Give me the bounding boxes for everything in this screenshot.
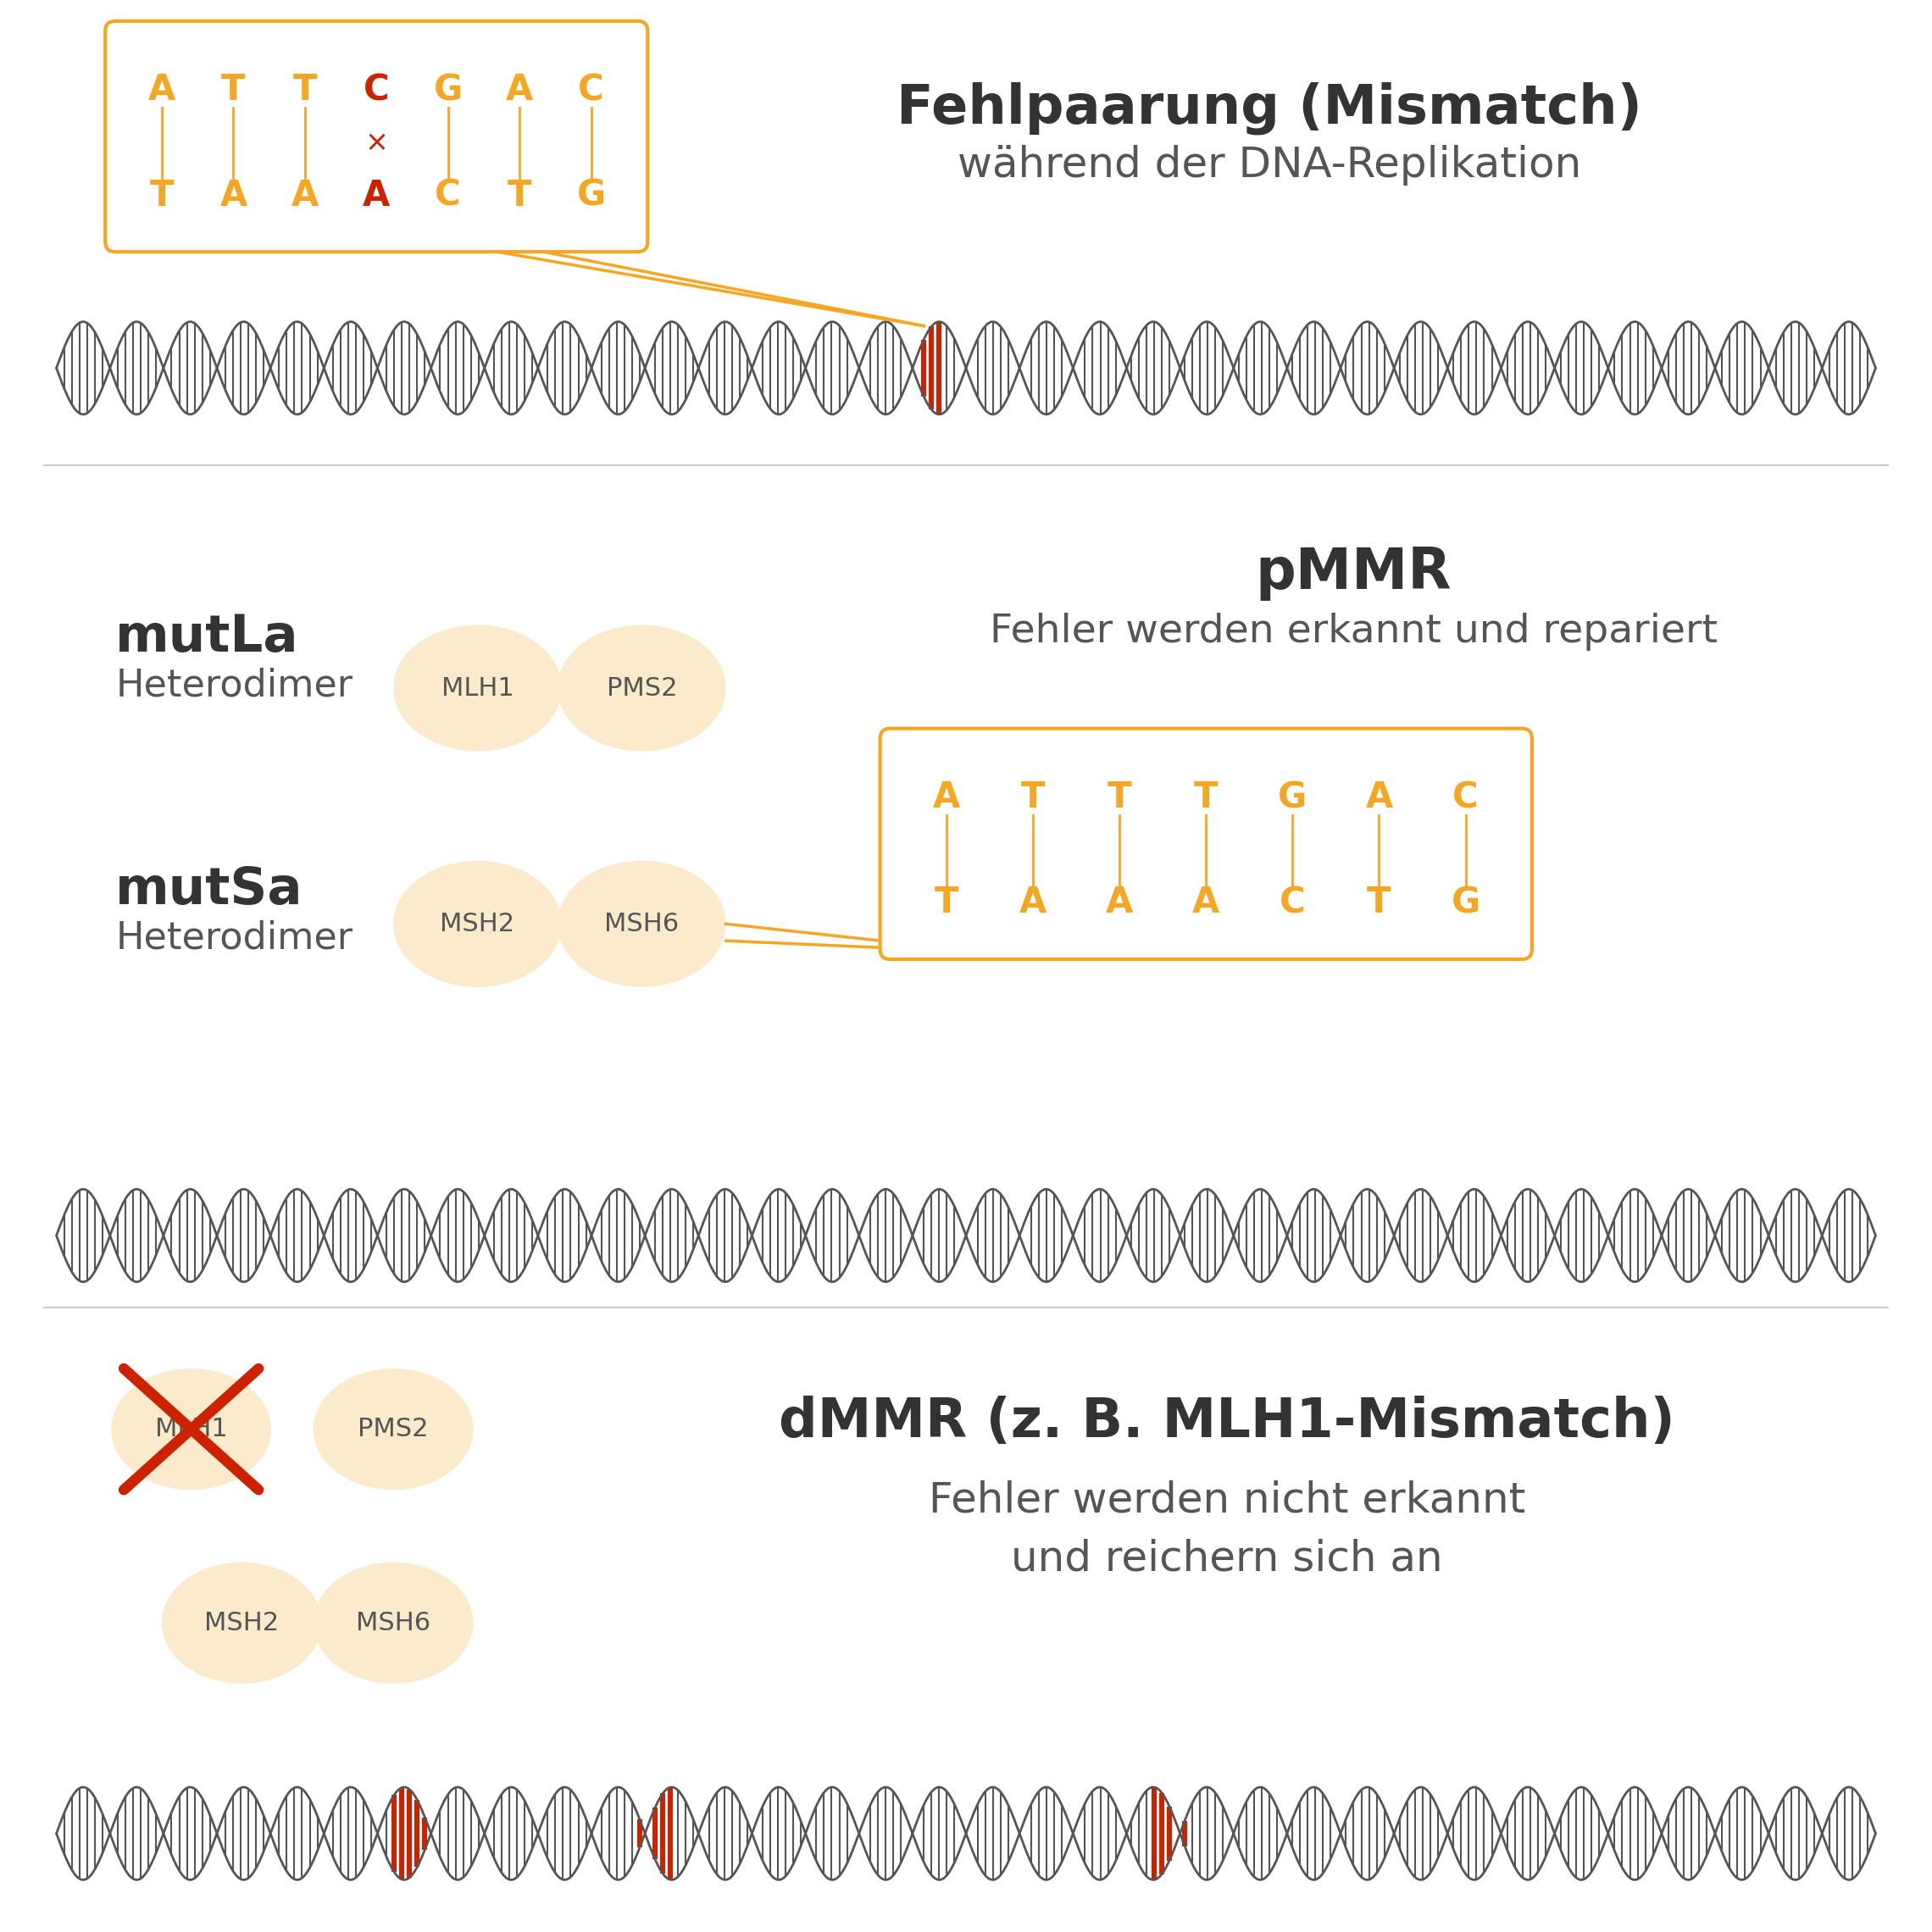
Text: PMS2: PMS2 xyxy=(357,1416,429,1441)
Text: G: G xyxy=(1279,781,1308,815)
Text: T: T xyxy=(935,885,958,922)
Text: Fehler werden nicht erkannt: Fehler werden nicht erkannt xyxy=(929,1480,1526,1520)
Text: Fehler werden erkannt und repariert: Fehler werden erkannt und repariert xyxy=(989,612,1718,651)
Text: A: A xyxy=(363,178,390,213)
Text: MLH1: MLH1 xyxy=(440,676,514,701)
Text: T: T xyxy=(294,71,317,108)
Text: PMS2: PMS2 xyxy=(607,676,676,701)
Text: T: T xyxy=(1368,885,1391,922)
Text: Fehlpaarung (Mismatch): Fehlpaarung (Mismatch) xyxy=(896,81,1642,135)
Text: T: T xyxy=(151,178,174,213)
Ellipse shape xyxy=(558,862,726,987)
Text: A: A xyxy=(292,178,319,213)
Text: G: G xyxy=(433,71,462,108)
Text: T: T xyxy=(1194,781,1217,815)
Text: A: A xyxy=(1192,885,1219,922)
Text: A: A xyxy=(506,71,533,108)
Text: pMMR: pMMR xyxy=(1256,545,1451,601)
Ellipse shape xyxy=(313,1563,473,1683)
Text: G: G xyxy=(576,178,605,213)
Ellipse shape xyxy=(394,862,562,987)
FancyBboxPatch shape xyxy=(104,21,647,251)
Text: G: G xyxy=(1451,885,1480,922)
Text: A: A xyxy=(1105,885,1134,922)
Text: MSH6: MSH6 xyxy=(605,912,678,937)
Text: T: T xyxy=(222,71,245,108)
Text: A: A xyxy=(1020,885,1047,922)
Text: A: A xyxy=(1366,781,1393,815)
Text: Heterodimer: Heterodimer xyxy=(116,667,354,703)
Text: C: C xyxy=(435,178,462,213)
Text: C: C xyxy=(578,71,605,108)
Text: und reichern sich an: und reichern sich an xyxy=(1010,1538,1443,1578)
Ellipse shape xyxy=(394,624,562,752)
Text: A: A xyxy=(933,781,960,815)
Text: dMMR (z. B. MLH1-Mismatch): dMMR (z. B. MLH1-Mismatch) xyxy=(779,1395,1675,1449)
Text: während der DNA-Replikation: während der DNA-Replikation xyxy=(956,145,1580,185)
Text: MLH1: MLH1 xyxy=(155,1416,228,1441)
Ellipse shape xyxy=(558,624,726,752)
Text: mutSa: mutSa xyxy=(116,866,303,916)
Text: MSH6: MSH6 xyxy=(355,1611,431,1634)
Text: MSH2: MSH2 xyxy=(440,912,514,937)
FancyBboxPatch shape xyxy=(881,728,1532,960)
Text: C: C xyxy=(1453,781,1478,815)
Text: A: A xyxy=(149,71,176,108)
Text: C: C xyxy=(1279,885,1306,922)
Ellipse shape xyxy=(162,1563,323,1683)
Ellipse shape xyxy=(313,1368,473,1490)
Text: mutLa: mutLa xyxy=(116,612,299,663)
Text: C: C xyxy=(363,71,390,108)
Text: ×: × xyxy=(365,129,388,156)
Ellipse shape xyxy=(112,1368,270,1490)
Text: T: T xyxy=(508,178,531,213)
Text: MSH2: MSH2 xyxy=(205,1611,278,1634)
Text: Heterodimer: Heterodimer xyxy=(116,920,354,956)
Text: T: T xyxy=(1107,781,1132,815)
Text: A: A xyxy=(220,178,247,213)
Text: T: T xyxy=(1020,781,1045,815)
